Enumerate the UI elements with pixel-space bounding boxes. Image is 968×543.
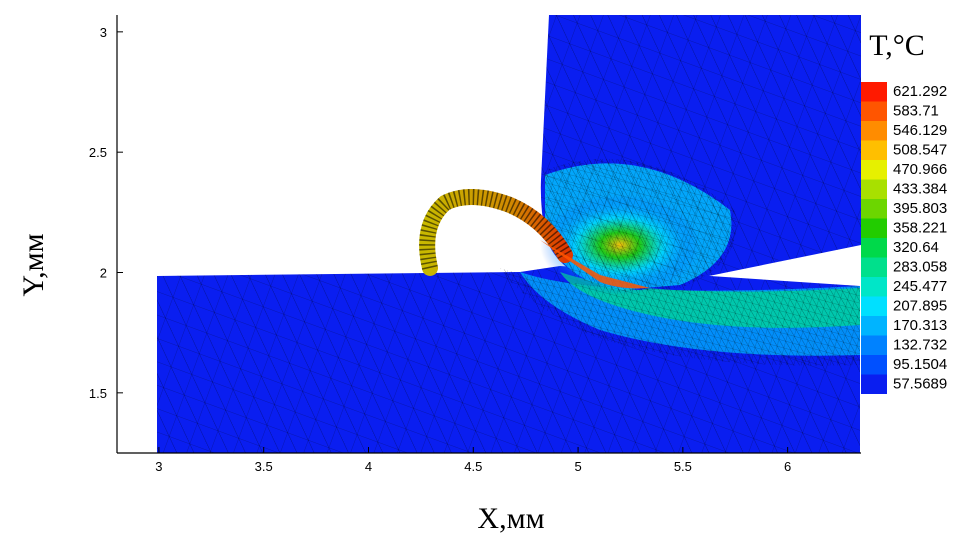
colorbar-swatch — [861, 316, 887, 336]
colorbar-label: 433.384 — [893, 181, 947, 198]
colorbar-swatch — [861, 160, 887, 180]
colorbar-label: 395.803 — [893, 200, 947, 217]
x-tick-label: 3 — [155, 459, 162, 474]
colorbar-label: 470.966 — [893, 161, 947, 178]
colorbar-label: 621.292 — [893, 83, 947, 100]
colorbar-label: 546.129 — [893, 122, 947, 139]
y-tick-label: 1.5 — [89, 386, 107, 401]
colorbar-label: 508.547 — [893, 142, 947, 159]
colorbar-label: 132.732 — [893, 337, 947, 354]
colorbar-swatch — [861, 199, 887, 219]
x-tick-label: 5 — [574, 459, 581, 474]
colorbar-label: 245.477 — [893, 278, 947, 295]
colorbar-swatch — [861, 82, 887, 102]
colorbar-swatch — [861, 374, 887, 394]
x-tick-label: 4.5 — [464, 459, 482, 474]
colorbar-swatch — [861, 355, 887, 375]
y-tick-label: 3 — [100, 25, 107, 40]
colorbar-swatch — [861, 218, 887, 238]
colorbar-swatch — [861, 238, 887, 258]
colorbar-label: 283.058 — [893, 259, 947, 276]
y-axis-ticks: 1.5 2 2.5 3 — [89, 25, 123, 401]
colorbar-title: T,°C — [869, 29, 925, 62]
colorbar-swatch — [861, 257, 887, 277]
colorbar-label: 320.64 — [893, 239, 939, 256]
y-axis-title: Y,мм — [17, 233, 50, 296]
colorbar-swatch — [861, 335, 887, 355]
y-tick-label: 2 — [100, 266, 107, 281]
colorbar-swatch — [861, 179, 887, 199]
colorbar-label: 207.895 — [893, 298, 947, 315]
axes-frame — [116, 15, 861, 454]
colorbar-label: 170.313 — [893, 317, 947, 334]
chip-mesh — [419, 188, 572, 270]
x-tick-label: 6 — [784, 459, 791, 474]
colorbar-label: 95.1504 — [893, 356, 947, 373]
workpiece-fine-mesh — [500, 268, 860, 366]
colorbar-swatch — [861, 121, 887, 141]
y-tick-label: 2.5 — [89, 145, 107, 160]
colorbar-swatch — [861, 277, 887, 297]
x-axis-ticks: 3 3.5 4 4.5 5 5.5 6 — [155, 447, 791, 474]
tool-fine-mesh — [545, 158, 737, 292]
colorbar: T,°C 621.292 583.71 546.129 508.547 470.966 4… — [861, 29, 947, 394]
colorbar-swatch — [861, 296, 887, 316]
x-tick-label: 4 — [365, 459, 372, 474]
x-axis-title: X,мм — [477, 502, 544, 535]
colorbar-label: 57.5689 — [893, 376, 947, 393]
x-tick-label: 3.5 — [255, 459, 273, 474]
x-tick-label: 5.5 — [674, 459, 692, 474]
colorbar-swatch — [861, 101, 887, 121]
colorbar-swatch — [861, 140, 887, 160]
plot-area — [157, 15, 861, 453]
colorbar-label: 358.221 — [893, 220, 947, 237]
colorbar-label: 583.71 — [893, 103, 939, 120]
